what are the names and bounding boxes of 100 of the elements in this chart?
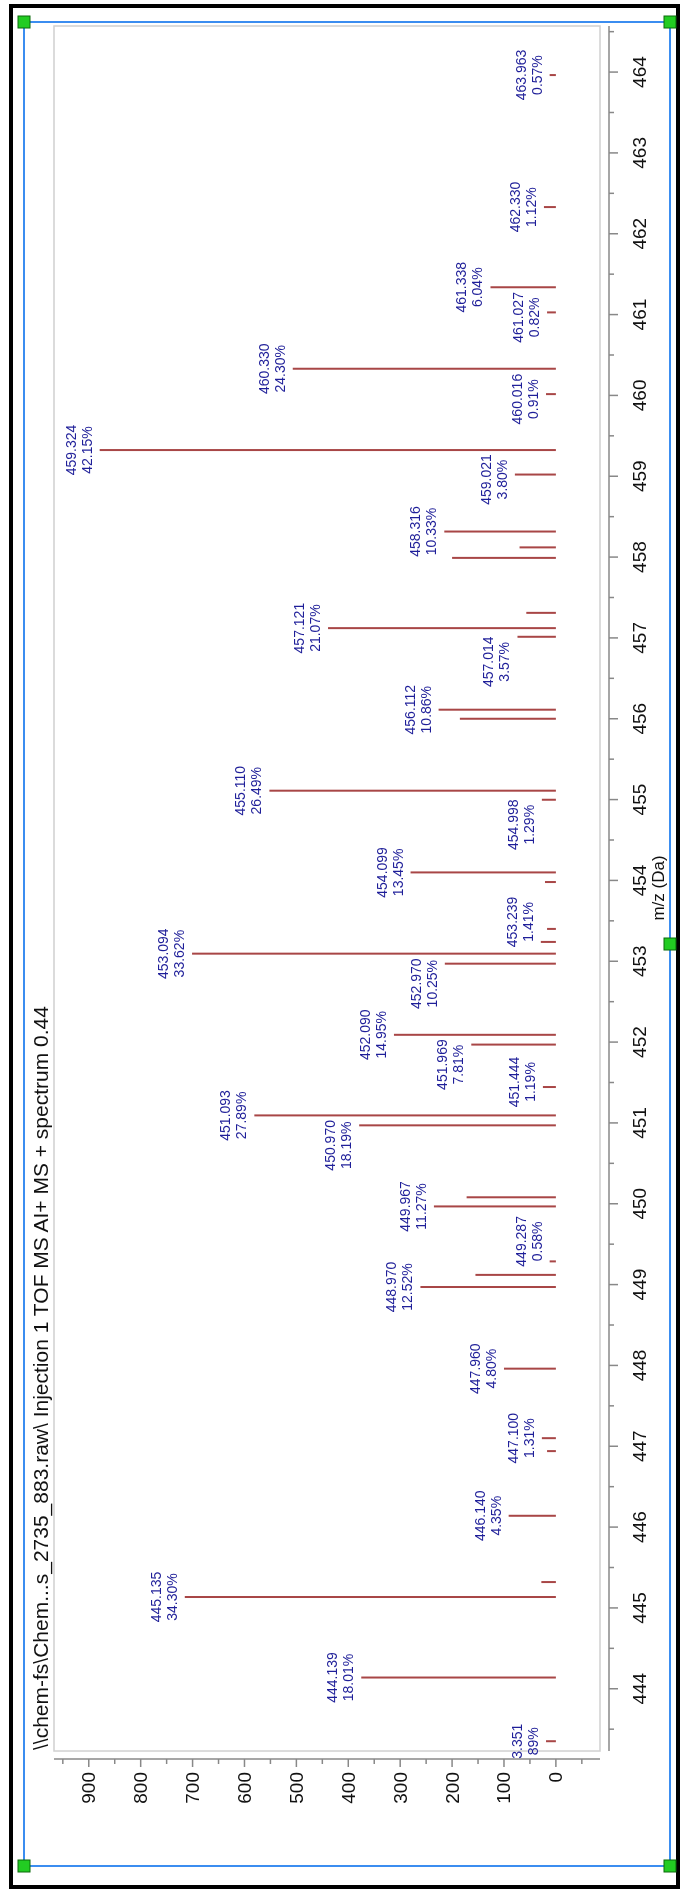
x-tick-label: 0 — [545, 1772, 567, 1783]
annotation: 457.121 21.07% — [291, 602, 324, 654]
annotation: 460.016 0.91% — [509, 373, 542, 425]
x-tick-label: 900 — [78, 1772, 100, 1804]
y-tick-label: 454 — [628, 864, 650, 897]
annotation: 449.967 11.27% — [396, 1180, 429, 1232]
annotation: 446.140 4.35% — [471, 1490, 504, 1542]
y-tick-label: 460 — [628, 379, 650, 412]
y-tick-label: 459 — [628, 460, 650, 493]
y-tick-label: 462 — [628, 217, 650, 250]
bar — [254, 1114, 556, 1117]
annotation: 457.014 3.57% — [480, 636, 513, 688]
bar — [269, 789, 556, 792]
bar — [471, 1043, 556, 1046]
annotation: 447.960 4.80% — [466, 1343, 499, 1394]
bar — [444, 530, 556, 533]
annotation: 453.094 33.62% — [155, 928, 188, 979]
annotation: 449.287 0.58% — [512, 1215, 545, 1267]
bar — [184, 1596, 556, 1599]
annotation: 453.239 1.41% — [503, 896, 536, 948]
y-tick-label: 453 — [628, 945, 650, 978]
annotation: 447.100 1.31% — [504, 1412, 537, 1464]
y-tick-label: 446 — [628, 1511, 650, 1543]
bar — [519, 546, 556, 549]
bar — [393, 1033, 556, 1036]
bar — [328, 627, 556, 630]
x-tick-label: 500 — [285, 1772, 307, 1804]
bar — [466, 1196, 556, 1199]
bar — [517, 635, 556, 638]
annotation: 451.093 27.89% — [217, 1089, 250, 1141]
bar — [546, 393, 556, 396]
annotation: 463.963 0.57% — [512, 49, 545, 101]
annotation: 445.135 34.30% — [147, 1571, 180, 1623]
annotation: 454.099 13.45% — [373, 846, 406, 898]
annotation: 3.351 89% — [509, 1723, 542, 1759]
bar — [433, 1205, 556, 1208]
bar — [508, 1514, 556, 1517]
bar — [549, 74, 556, 77]
y-tick-label: 461 — [628, 298, 650, 331]
annotation: 461.027 0.82% — [510, 291, 543, 343]
x-tick-label: 600 — [233, 1772, 255, 1804]
annotation: 461.338 6.04% — [453, 261, 486, 313]
y-tick-label: 463 — [628, 137, 650, 169]
annotation: 451.969 7.81% — [434, 1039, 467, 1090]
bar — [361, 1676, 556, 1679]
annotation: 444.139 18.01% — [324, 1652, 357, 1703]
y-tick-label: 450 — [628, 1187, 650, 1220]
annotation: 462.330 1.12% — [506, 181, 539, 233]
bar — [541, 1437, 556, 1440]
y-tick-label: 452 — [628, 1026, 650, 1058]
annotation: 455.110 26.49% — [232, 765, 265, 816]
bar — [438, 708, 556, 711]
bar — [542, 1086, 556, 1089]
annotation: 450.970 18.19% — [322, 1119, 355, 1171]
annotation: 454.998 1.29% — [504, 799, 537, 851]
annotation: 459.324 42.15% — [62, 424, 95, 476]
bar — [99, 449, 556, 452]
annotation: 452.970 10.25% — [407, 958, 440, 1009]
annotation: 451.444 1.19% — [505, 1056, 538, 1108]
bar — [547, 927, 556, 930]
bar — [547, 311, 556, 314]
x-tick-label: 700 — [182, 1772, 204, 1804]
bar — [546, 1740, 556, 1743]
bar — [490, 286, 556, 289]
x-tick-label: 400 — [337, 1772, 359, 1804]
bar — [503, 1367, 556, 1370]
annotation: 456.112 10.86% — [401, 684, 434, 735]
bar — [410, 871, 556, 874]
bar — [541, 798, 556, 801]
bar — [475, 1273, 556, 1276]
bar — [540, 940, 556, 943]
bar — [420, 1286, 556, 1289]
bar — [544, 881, 556, 884]
bar — [526, 611, 556, 614]
y-tick-label: 448 — [628, 1349, 650, 1382]
bar — [192, 952, 556, 955]
y-tick-label: 444 — [628, 1672, 650, 1705]
y-tick-label: 445 — [628, 1592, 650, 1624]
bar — [359, 1124, 556, 1127]
y-tick-label: 456 — [628, 702, 650, 735]
y-tick-label: 458 — [628, 541, 650, 573]
text: \\chem-fs\Chem...s_2735_883.raw\ Injection 1 TOF MS AI+ MS + spectrum 0.44 — [29, 1005, 53, 1750]
bar — [541, 1581, 556, 1584]
bar — [444, 962, 556, 965]
bar — [292, 367, 556, 370]
annotation: 458.316 10.33% — [407, 506, 440, 557]
bar — [514, 473, 556, 476]
annotation: 460.330 24.30% — [255, 343, 288, 395]
bar — [549, 1260, 556, 1263]
annotation: 459.021 3.80% — [477, 454, 510, 505]
y-axis-title: m/z (Da) — [649, 855, 668, 921]
x-tick-label: 300 — [389, 1772, 411, 1804]
annotation: 452.090 14.95% — [356, 1009, 389, 1061]
bar — [543, 206, 556, 209]
y-tick-label: 451 — [628, 1107, 650, 1139]
bar — [547, 1450, 556, 1453]
x-tick-label: 800 — [130, 1772, 152, 1804]
bar — [459, 717, 556, 720]
bar — [452, 556, 556, 559]
x-tick-label: 200 — [441, 1772, 463, 1804]
